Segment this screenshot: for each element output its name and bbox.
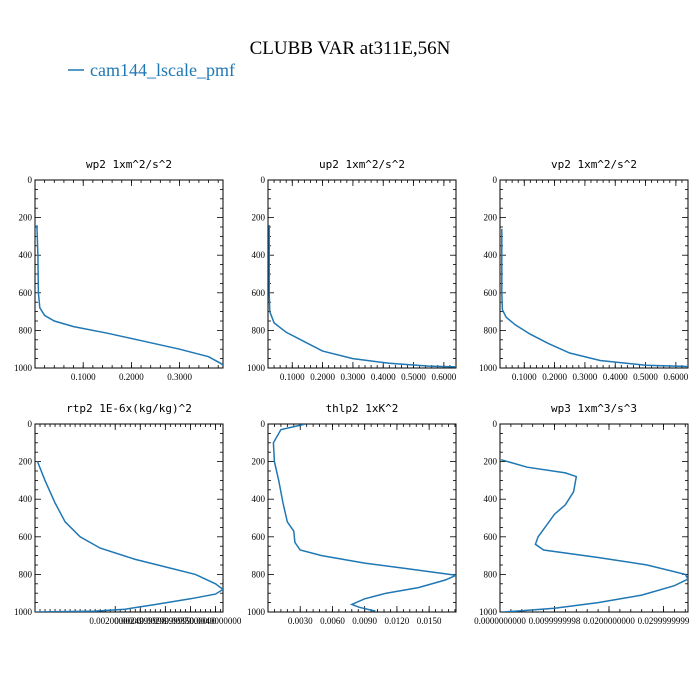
y-tick-label: 0: [493, 419, 498, 429]
x-tick-label: 0.4000: [371, 372, 396, 382]
y-tick-label: 200: [252, 457, 266, 467]
series-line: [35, 461, 223, 612]
y-tick-label: 0: [493, 175, 498, 185]
y-tick-label: 1000: [479, 363, 498, 373]
y-tick-label: 800: [252, 569, 266, 579]
y-tick-label: 600: [19, 288, 33, 298]
y-tick-label: 800: [19, 325, 33, 335]
chart-panel-1: wp2 1xm^2/s^2 0 200 400 600 800 1000 0.1000 0.20…: [14, 158, 224, 382]
x-tick-label: 0.0060: [320, 616, 345, 626]
y-tick-label: 400: [252, 494, 266, 504]
x-tick-label: 0.0040000000: [190, 616, 242, 626]
y-tick-label: 200: [19, 213, 33, 223]
x-tick-label: 0.0029999999: [139, 616, 191, 626]
x-tick-label: 0.1000: [71, 372, 96, 382]
y-tick-label: 600: [484, 288, 498, 298]
x-tick-label: 0.2000: [310, 372, 335, 382]
x-tick-label: 0.1000: [280, 372, 305, 382]
plot-frame: [267, 179, 457, 369]
plot-frame: [499, 423, 689, 613]
series-line: [272, 424, 456, 612]
panel-title: wp3 1xm^3/s^3: [551, 402, 637, 415]
x-tick-label: 0.0035000000: [165, 616, 217, 626]
y-tick-label: 0: [261, 419, 266, 429]
panel-title: up2 1xm^2/s^2: [319, 158, 405, 171]
x-tick-label: 0.3000: [167, 372, 192, 382]
x-tick-label: 0.0000000000: [474, 616, 526, 626]
y-tick-label: 200: [252, 213, 266, 223]
y-tick-label: 1000: [247, 363, 266, 373]
y-tick-label: 400: [19, 250, 33, 260]
y-tick-label: 1000: [479, 607, 498, 617]
series-line: [36, 225, 223, 366]
panels-group: wp2 1xm^2/s^2 0 200 400 600 800 1000 0.1000 0.20…: [14, 158, 690, 626]
x-tick-label: 0.1000: [512, 372, 537, 382]
x-tick-label: 0.5000: [633, 372, 658, 382]
y-tick-label: 600: [19, 532, 33, 542]
x-tick-label: 0.0030: [288, 616, 313, 626]
x-tick-label: 0.0024999998: [114, 616, 166, 626]
x-tick-label: 0.0150: [417, 616, 442, 626]
y-tick-label: 800: [484, 325, 498, 335]
x-tick-label: 0.0020000000: [89, 616, 141, 626]
x-tick-label: 0.3000: [341, 372, 366, 382]
x-tick-label: 0.0099999998: [529, 616, 581, 626]
y-tick-label: 400: [484, 494, 498, 504]
chart-panel-6: wp3 1xm^3/s^3 0 200 400 600 800 10000.00000000…: [474, 402, 690, 626]
x-tick-label: 0.3000: [573, 372, 598, 382]
y-tick-label: 1000: [14, 607, 33, 617]
y-tick-label: 0: [261, 175, 266, 185]
x-tick-label: 0.4000: [603, 372, 628, 382]
x-tick-label: 0.6000: [431, 372, 456, 382]
chart-panel-3: vp2 1xm^2/s^2 0 200 400 600 800 1000 0.1000 0.20…: [479, 158, 689, 382]
x-tick-label: 0.2000: [119, 372, 144, 382]
y-tick-label: 200: [19, 457, 33, 467]
series-line: [268, 225, 456, 368]
chart-panel-2: up2 1xm^2/s^2 0 200 400 600 800 1000 0.1000 0.20…: [247, 158, 457, 382]
y-tick-label: 600: [252, 532, 266, 542]
y-tick-label: 200: [484, 213, 498, 223]
x-tick-label: 0.0299999999: [638, 616, 690, 626]
series-line: [500, 458, 688, 612]
x-tick-label: 0.5000: [401, 372, 426, 382]
y-tick-label: 400: [252, 250, 266, 260]
x-tick-label: 0.0120: [385, 616, 410, 626]
x-tick-label: 0.0200000000: [583, 616, 635, 626]
panel-title: vp2 1xm^2/s^2: [551, 158, 637, 171]
x-tick-label: 0.2000: [542, 372, 567, 382]
x-tick-label: 0.6000: [663, 372, 688, 382]
y-tick-label: 800: [252, 325, 266, 335]
plot-frame: [267, 423, 457, 613]
y-tick-label: 400: [484, 250, 498, 260]
y-tick-label: 1000: [247, 607, 266, 617]
y-tick-label: 200: [484, 457, 498, 467]
panel-title: thlp2 1xK^2: [326, 402, 399, 415]
y-tick-label: 1000: [14, 363, 33, 373]
y-tick-label: 400: [19, 494, 33, 504]
chart-panel-4: rtp2 1E-6x(kg/kg)^2 0 200 400 600 800 1000 0.00…: [14, 402, 242, 626]
plot-frame: [34, 179, 224, 369]
plot-frame: [499, 179, 689, 369]
y-tick-label: 0: [28, 419, 33, 429]
panel-title: rtp2 1E-6x(kg/kg)^2: [66, 402, 192, 415]
series-line: [501, 228, 688, 368]
legend: cam144_lscale_pmf: [68, 60, 235, 80]
legend-label: cam144_lscale_pmf: [90, 60, 235, 80]
y-tick-label: 600: [484, 532, 498, 542]
y-tick-label: 800: [19, 569, 33, 579]
chart-panel-5: thlp2 1xK^2 0 200 400 600 800 1000 0.0030 0.0060…: [247, 402, 457, 626]
x-tick-label: 0.0090: [352, 616, 377, 626]
figure-title: CLUBB VAR at311E,56N: [250, 38, 451, 59]
panel-title: wp2 1xm^2/s^2: [86, 158, 172, 171]
y-tick-label: 600: [252, 288, 266, 298]
y-tick-label: 0: [28, 175, 33, 185]
y-tick-label: 800: [484, 569, 498, 579]
